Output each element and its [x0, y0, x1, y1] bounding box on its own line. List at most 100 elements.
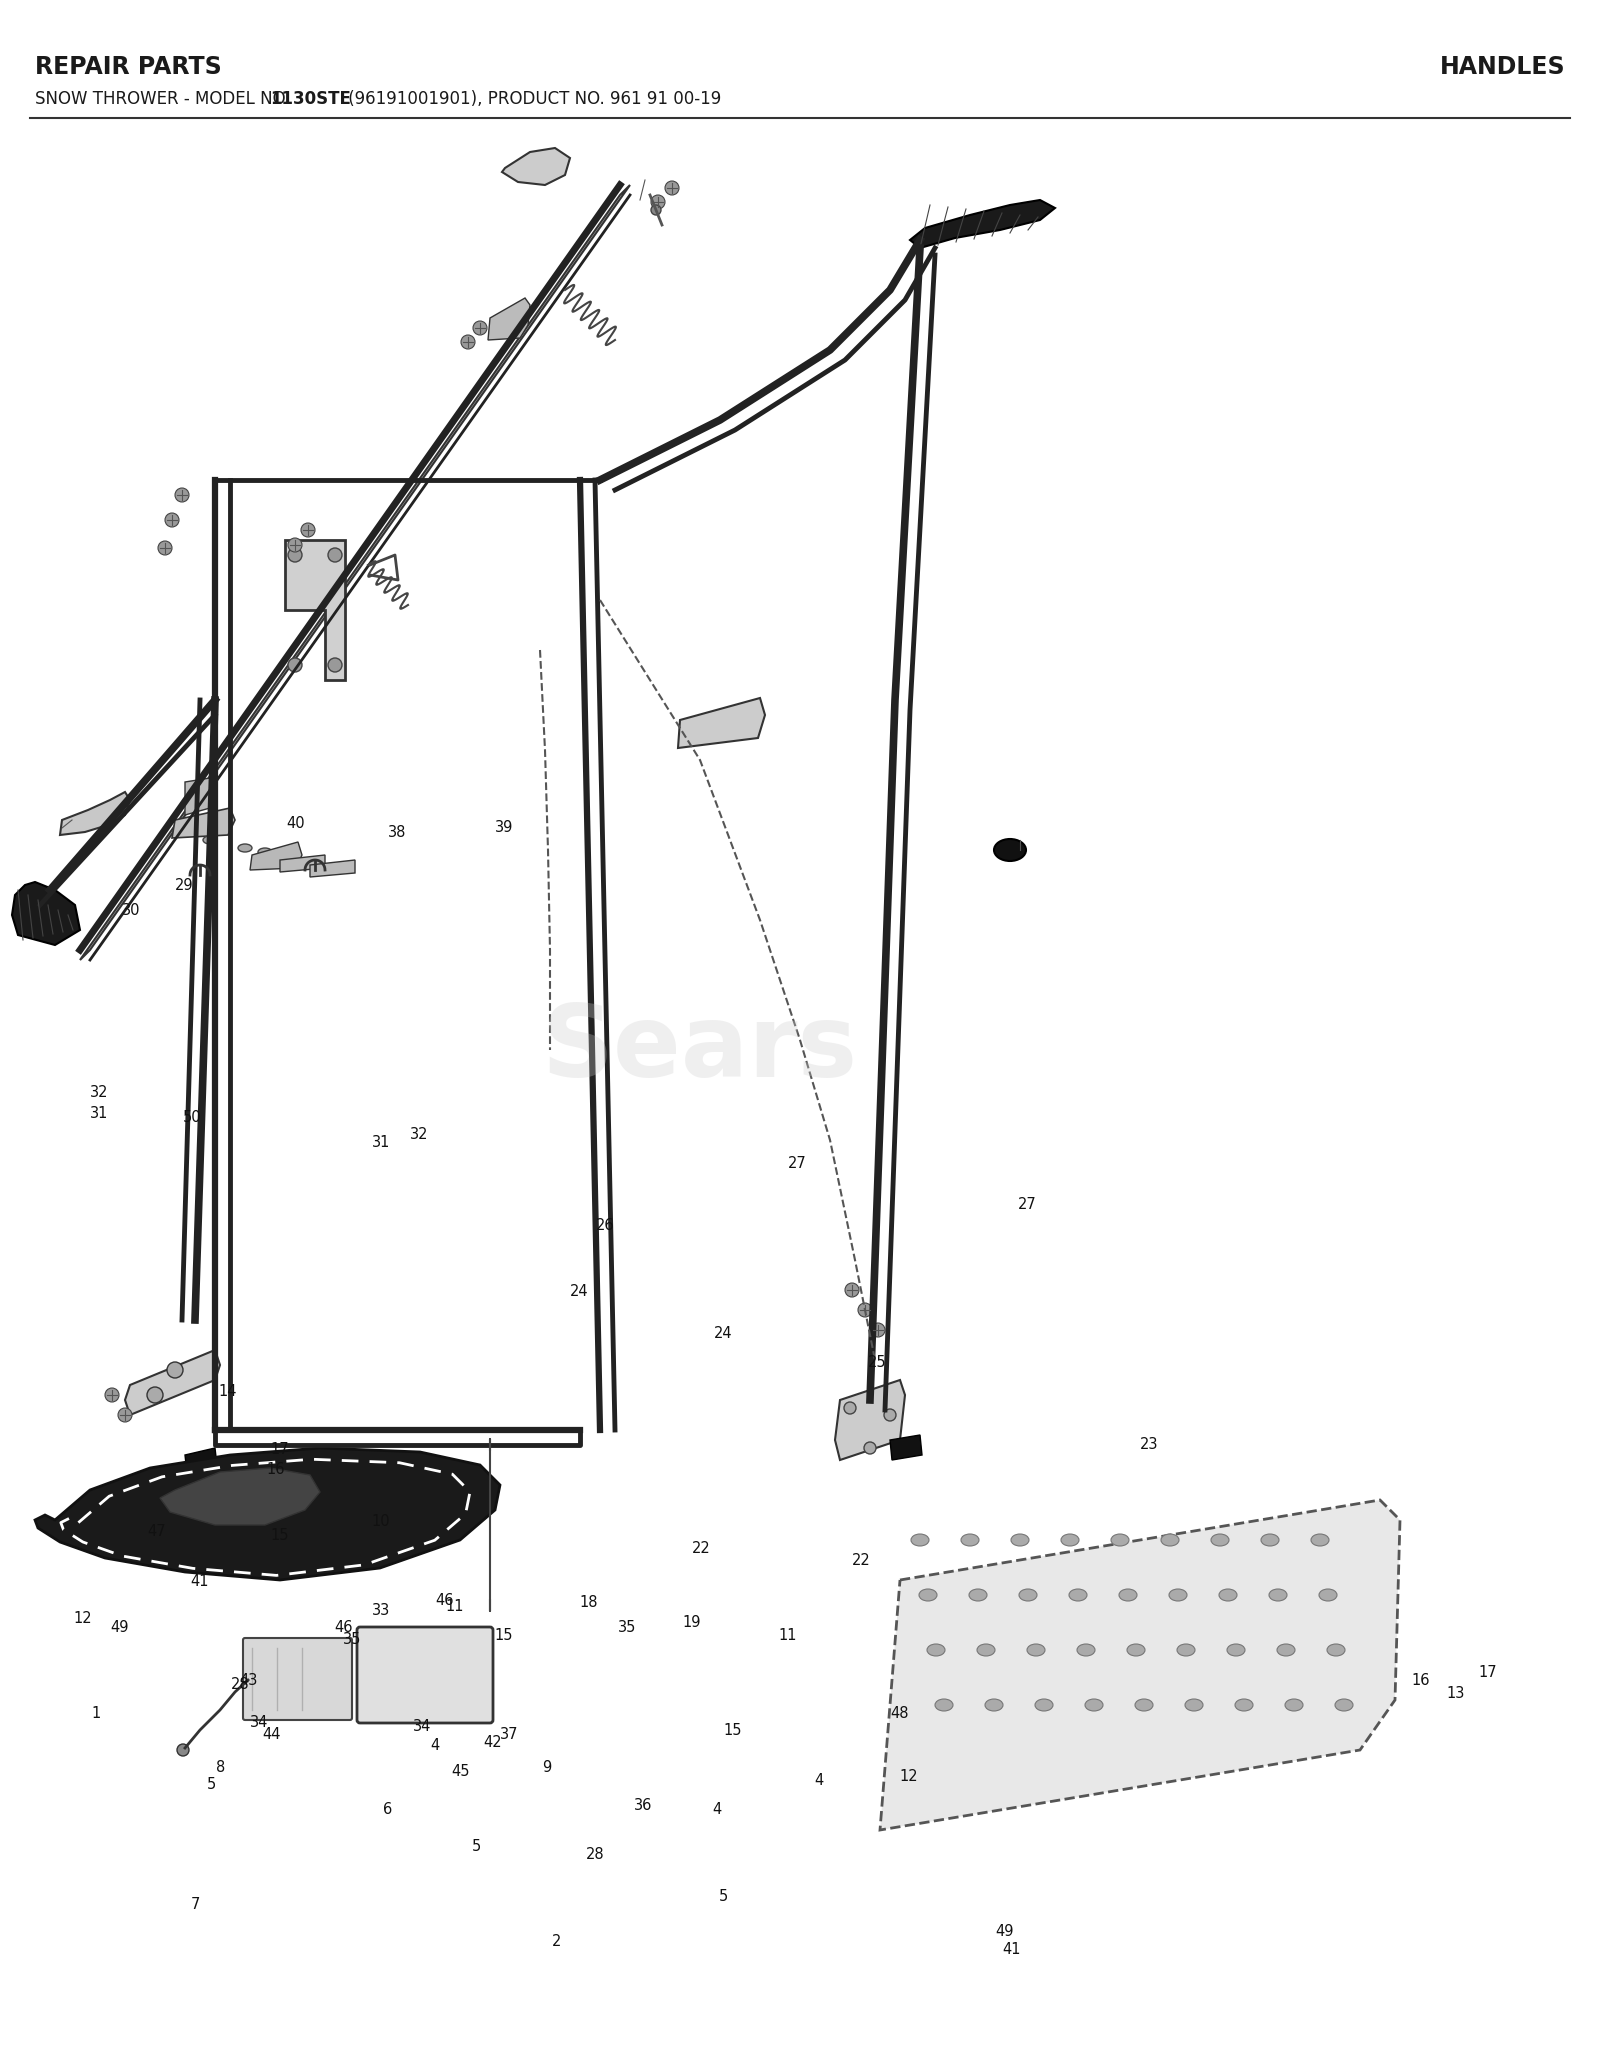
Text: 1: 1 [91, 1706, 101, 1722]
Text: SNOW THROWER - MODEL NO.: SNOW THROWER - MODEL NO. [35, 89, 296, 108]
Text: 11: 11 [445, 1598, 464, 1615]
Circle shape [106, 1389, 118, 1401]
Text: 34: 34 [250, 1714, 269, 1731]
Ellipse shape [1011, 1534, 1029, 1546]
Text: 46: 46 [334, 1619, 354, 1635]
Circle shape [288, 538, 302, 553]
Text: 46: 46 [435, 1592, 454, 1608]
Text: 40: 40 [286, 816, 306, 832]
Text: 25: 25 [867, 1354, 886, 1370]
Text: 1130STE: 1130STE [270, 89, 350, 108]
Polygon shape [678, 698, 765, 747]
Ellipse shape [1219, 1590, 1237, 1600]
Text: 29: 29 [174, 878, 194, 894]
Text: 15: 15 [723, 1722, 742, 1739]
Text: 16: 16 [1411, 1673, 1430, 1689]
Circle shape [118, 1408, 131, 1422]
Ellipse shape [1085, 1699, 1102, 1712]
Polygon shape [186, 1449, 218, 1482]
Polygon shape [160, 1468, 320, 1526]
Circle shape [474, 321, 486, 335]
Polygon shape [35, 1449, 499, 1579]
Circle shape [174, 489, 189, 503]
Text: 17: 17 [270, 1441, 290, 1457]
Ellipse shape [1126, 1644, 1146, 1656]
Ellipse shape [1334, 1699, 1354, 1712]
Circle shape [288, 658, 302, 673]
Ellipse shape [1211, 1534, 1229, 1546]
Text: 23: 23 [1139, 1437, 1158, 1453]
Ellipse shape [203, 836, 218, 845]
Ellipse shape [1077, 1644, 1094, 1656]
Polygon shape [910, 201, 1054, 248]
Circle shape [288, 549, 302, 561]
Text: 41: 41 [190, 1573, 210, 1590]
Text: 4: 4 [814, 1772, 824, 1788]
Circle shape [651, 205, 661, 215]
Text: 11: 11 [778, 1627, 797, 1644]
Ellipse shape [1186, 1699, 1203, 1712]
Text: 35: 35 [618, 1619, 637, 1635]
Ellipse shape [978, 1644, 995, 1656]
Text: 48: 48 [890, 1706, 909, 1722]
Ellipse shape [918, 1590, 938, 1600]
Ellipse shape [910, 1534, 930, 1546]
Polygon shape [280, 855, 325, 871]
Ellipse shape [1134, 1699, 1154, 1712]
Polygon shape [173, 807, 235, 838]
Text: 37: 37 [499, 1726, 518, 1743]
Circle shape [166, 1362, 182, 1379]
Polygon shape [61, 793, 130, 834]
Text: 6: 6 [382, 1801, 392, 1817]
Polygon shape [502, 147, 570, 184]
Text: 36: 36 [634, 1797, 653, 1813]
Circle shape [165, 513, 179, 528]
Text: 44: 44 [262, 1726, 282, 1743]
Ellipse shape [1035, 1699, 1053, 1712]
Text: Sears: Sears [542, 1002, 858, 1099]
Text: (96191001901), PRODUCT NO. 961 91 00-19: (96191001901), PRODUCT NO. 961 91 00-19 [342, 89, 722, 108]
Ellipse shape [1310, 1534, 1330, 1546]
Text: 12: 12 [74, 1610, 93, 1627]
Circle shape [328, 549, 342, 561]
Text: 15: 15 [494, 1627, 514, 1644]
Circle shape [328, 658, 342, 673]
Text: 31: 31 [90, 1105, 109, 1122]
Text: 30: 30 [122, 903, 141, 919]
Text: REPAIR PARTS: REPAIR PARTS [35, 56, 222, 79]
Text: 28: 28 [230, 1677, 250, 1693]
Polygon shape [285, 540, 346, 681]
Text: 19: 19 [682, 1615, 701, 1631]
Text: 38: 38 [387, 824, 406, 840]
Ellipse shape [238, 845, 253, 853]
Polygon shape [310, 859, 355, 878]
Text: 12: 12 [899, 1768, 918, 1784]
Ellipse shape [926, 1644, 946, 1656]
Circle shape [301, 524, 315, 536]
Polygon shape [890, 1435, 922, 1459]
Text: 14: 14 [218, 1383, 237, 1399]
Polygon shape [250, 842, 302, 869]
Circle shape [147, 1387, 163, 1403]
Text: 18: 18 [579, 1594, 598, 1610]
Polygon shape [125, 1350, 221, 1416]
Ellipse shape [962, 1534, 979, 1546]
Ellipse shape [1235, 1699, 1253, 1712]
Text: 49: 49 [110, 1619, 130, 1635]
Text: 10: 10 [371, 1513, 390, 1530]
Text: 47: 47 [147, 1524, 166, 1540]
Ellipse shape [1110, 1534, 1130, 1546]
Polygon shape [880, 1501, 1400, 1830]
Circle shape [158, 540, 173, 555]
Ellipse shape [1277, 1644, 1294, 1656]
Polygon shape [488, 298, 530, 339]
Text: 49: 49 [995, 1923, 1014, 1940]
Text: 7: 7 [190, 1896, 200, 1913]
Text: 2: 2 [552, 1933, 562, 1950]
Text: 39: 39 [494, 820, 514, 836]
Ellipse shape [1269, 1590, 1286, 1600]
Circle shape [461, 335, 475, 350]
Text: 26: 26 [595, 1217, 614, 1234]
Text: 17: 17 [1478, 1664, 1498, 1681]
Polygon shape [13, 882, 80, 946]
